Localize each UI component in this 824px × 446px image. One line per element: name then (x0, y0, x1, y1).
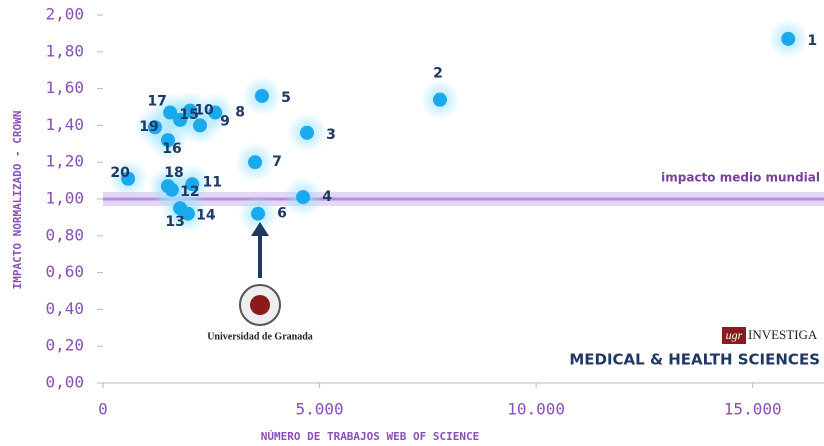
point-label: 5 (281, 90, 291, 106)
y-tick-label: 1,00 (45, 189, 84, 208)
point-label: 3 (326, 127, 336, 143)
point (180, 206, 195, 221)
point-label: 20 (110, 165, 130, 181)
point-label: 13 (165, 214, 184, 230)
y-tick-label: 1,80 (45, 41, 84, 60)
point-label: 2 (433, 66, 443, 82)
point (193, 118, 208, 133)
point (163, 105, 178, 120)
point-label: 6 (277, 206, 287, 222)
point (432, 92, 447, 107)
investiga-logo: INVESTIGA (748, 327, 818, 342)
point-label: 1 (807, 33, 817, 49)
point-label: 4 (322, 189, 332, 205)
plot-area: 0,00 0,20 0,40 0,60 0,80 1,00 1,20 1,40 1,60 1,80… (45, 5, 824, 419)
x-tick-label: 10.000 (507, 400, 565, 419)
point-label: 17 (147, 94, 166, 110)
y-tick-label: 1,40 (45, 115, 84, 134)
x-tick-label: 0 (98, 400, 108, 419)
point (251, 206, 266, 221)
seal-center (250, 295, 270, 315)
point (254, 88, 269, 103)
university-name: Universidad de Granada (207, 331, 313, 342)
point (248, 155, 263, 170)
point (183, 103, 198, 118)
point (296, 190, 311, 205)
point-label: 19 (139, 119, 158, 135)
x-tick-label: 15.000 (724, 400, 782, 419)
y-tick-label: 2,00 (45, 5, 84, 24)
x-axis-label: NÚMERO DE TRABAJOS WEB OF SCIENCE (261, 430, 480, 443)
university-logo: Universidad de Granada (207, 222, 313, 342)
point (300, 125, 315, 140)
y-tick-label: 0,40 (45, 299, 84, 318)
y-tick-label: 1,60 (45, 78, 84, 97)
y-axis-label: IMPACTO NORMALIZADO - CROWN (11, 111, 24, 290)
reference-label: impacto medio mundial (661, 171, 820, 185)
point-label: 7 (272, 154, 282, 170)
y-tick-label: 0,00 (45, 373, 84, 392)
y-tick-label: 0,60 (45, 262, 84, 281)
point (781, 31, 796, 46)
y-tick-label: 0,20 (45, 336, 84, 355)
point-label: 15 (179, 107, 198, 123)
point-label: 18 (164, 165, 183, 181)
point (208, 105, 223, 120)
point (160, 133, 175, 148)
y-tick-label: 0,80 (45, 225, 84, 244)
ugr-logo-box (722, 327, 746, 344)
point-label: 14 (196, 208, 216, 224)
point (173, 112, 188, 127)
point-label: 16 (162, 141, 181, 157)
point-label: 8 (235, 105, 245, 121)
point-label: 12 (180, 184, 199, 200)
point (160, 179, 175, 194)
y-tick-label: 1,20 (45, 152, 84, 171)
arrow-head (251, 222, 269, 236)
category-title: MEDICAL & HEALTH SCIENCES (569, 351, 820, 369)
point (121, 171, 136, 186)
point (147, 120, 162, 135)
point-label: 10 (194, 103, 214, 119)
point-label: 9 (220, 113, 230, 129)
point (185, 177, 200, 192)
point-label: 11 (202, 174, 221, 190)
ugr-logo: ugr (726, 328, 743, 342)
x-tick-label: 5.000 (295, 400, 343, 419)
